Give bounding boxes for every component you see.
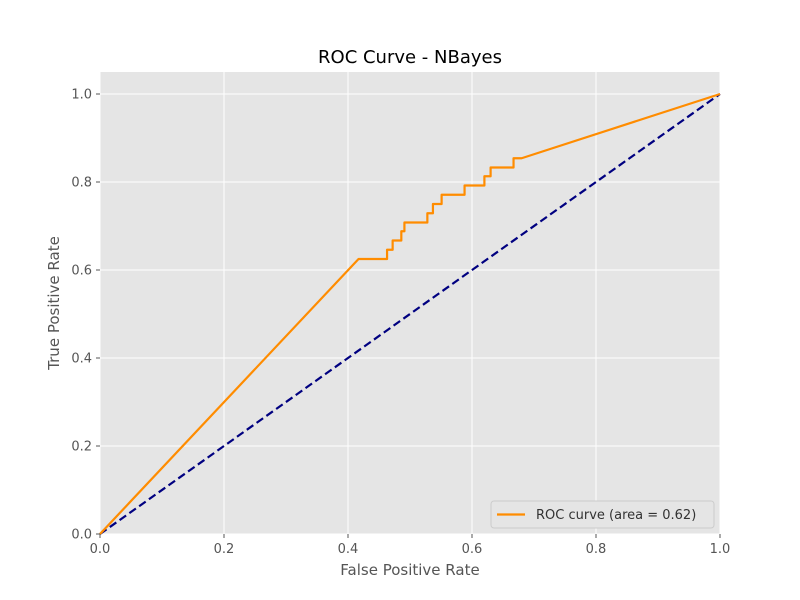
x-tick-label: 0.6: [462, 542, 483, 557]
chance-diagonal-line: [99, 93, 721, 535]
x-tick-label: 0.2: [214, 542, 235, 557]
legend-box: [490, 500, 715, 529]
x-tick-label: 0.8: [586, 542, 607, 557]
y-tick-label: 0.2: [71, 440, 92, 455]
roc-curve-line: [99, 92, 721, 535]
x-tick-label: 1.0: [710, 542, 731, 557]
y-tick-label: 0.4: [71, 352, 92, 367]
tick-layer: 0.0 0.2 0.4 0.6 0.8 1.0 0.0 0.2 0.4 0.6 0.8 1.0: [71, 88, 730, 558]
grid: [99, 72, 721, 535]
series-layer: [99, 92, 721, 535]
legend-label: ROC curve (area = 0.62): [536, 508, 696, 523]
y-tick-label: 0.0: [71, 528, 92, 543]
plot-area: [100, 72, 720, 534]
y-tick-label: 1.0: [71, 88, 92, 103]
y-tick-label: 0.8: [71, 176, 92, 191]
y-tick-label: 0.6: [71, 264, 92, 279]
chart-title: ROC Curve - NBayes: [318, 47, 502, 68]
x-axis-label: False Positive Rate: [340, 561, 479, 579]
x-tick-label: 0.0: [90, 542, 111, 557]
x-tick-label: 0.4: [338, 542, 359, 557]
y-axis-label: True Positive Rate: [45, 236, 63, 371]
legend: ROC curve (area = 0.62): [490, 500, 715, 529]
